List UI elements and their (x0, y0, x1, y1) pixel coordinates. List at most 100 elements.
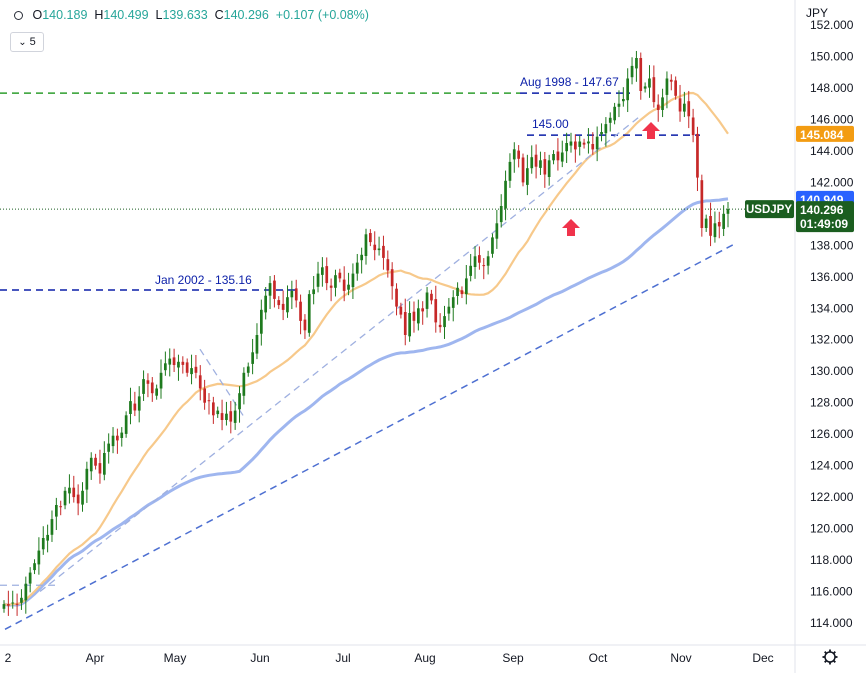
candle-body (2, 604, 6, 609)
candle-body (360, 254, 363, 261)
candle-body (281, 303, 285, 310)
candle-body (691, 117, 695, 136)
candle-body (587, 141, 590, 144)
candle-body (469, 265, 472, 276)
candle-body (643, 86, 647, 89)
candle-body (669, 79, 673, 82)
candle-body (460, 290, 464, 295)
time-tick-label: Aug (414, 651, 435, 665)
candle-body (547, 160, 551, 177)
candle-body (539, 160, 542, 168)
last-price-tag-text: 140.296 (800, 203, 844, 217)
aug1998-label: Aug 1998 - 147.67 (520, 75, 619, 89)
symbol-tag-text: USDJPY (746, 204, 792, 216)
candles (2, 50, 730, 616)
time-tick-label: May (164, 651, 187, 665)
candle-body (630, 65, 634, 78)
settings-gear-icon[interactable] (822, 649, 838, 665)
candle-body (403, 312, 407, 335)
up-arrow-icon (562, 219, 580, 236)
candle-body (146, 380, 150, 384)
candle-body (225, 413, 228, 420)
time-axis[interactable]: 2 Apr May Jun Jul Aug Sep Oct Nov Dec (5, 651, 774, 665)
candle-body (665, 78, 669, 95)
price-tick-label: 114.000 (810, 616, 853, 630)
candle-body (89, 457, 93, 472)
candle-body (355, 262, 359, 274)
candle-body (600, 132, 603, 135)
candle-body (107, 443, 110, 452)
candle-body (46, 534, 49, 541)
candle-body (438, 324, 442, 328)
candle-body (120, 432, 124, 438)
candle-body (41, 538, 45, 550)
candle-body (700, 180, 704, 228)
candle-body (133, 403, 137, 411)
candle-body (294, 288, 298, 301)
candle-body (251, 352, 254, 364)
candle-body (626, 78, 629, 101)
candle-body (486, 256, 490, 266)
candle-body (687, 101, 691, 117)
candle-body (639, 58, 643, 91)
candle-body (177, 361, 180, 368)
price-axis[interactable]: 114.000 116.000 118.000 120.000 122.000 124.0… (810, 18, 854, 630)
candle-body (552, 154, 555, 161)
price-tick-label: 136.000 (810, 270, 854, 284)
candle-body (342, 279, 346, 291)
time-tick-label: Nov (670, 651, 691, 665)
candle-body (233, 410, 237, 423)
candle-body (543, 159, 547, 175)
series-visibility-icon[interactable] (14, 11, 23, 20)
candle-body (534, 154, 538, 167)
ohlc-legend: O140.189 H140.499 L139.633 C140.296 +0.1… (14, 8, 369, 22)
candle-body (499, 206, 503, 223)
price-tick-label: 152.000 (810, 18, 854, 32)
candle-body (399, 306, 403, 315)
candle-body (316, 273, 320, 287)
candle-body (216, 410, 220, 415)
candle-body (155, 388, 158, 396)
interval-button[interactable]: ⌄ 5 (10, 32, 44, 52)
candle-body (299, 301, 302, 321)
candle-body (347, 284, 350, 290)
candle-body (37, 550, 41, 565)
candle-body (617, 103, 621, 107)
candle-body (451, 297, 455, 308)
candle-body (307, 294, 311, 333)
candle-body (185, 362, 189, 373)
candle-body (595, 136, 599, 150)
price-tick-label: 150.000 (810, 49, 854, 63)
candle-body (50, 519, 54, 535)
annotations: Aug 1998 - 147.67 145.00 Jan 2002 - 135.16 (155, 75, 660, 287)
ma-upper-tag-text: 145.084 (800, 128, 844, 142)
candle-body (329, 285, 333, 288)
support-trendline (4, 243, 736, 630)
close-value: 140.296 (223, 8, 269, 22)
candle-body (28, 572, 32, 584)
candle-body (212, 402, 215, 416)
candle-body (7, 604, 10, 606)
price-tick-label: 144.000 (810, 144, 854, 158)
candle-body (334, 275, 337, 288)
candle-body (198, 375, 202, 389)
price-tick-label: 120.000 (810, 522, 854, 536)
candle-body (674, 80, 677, 96)
last-price-tag (796, 201, 854, 233)
candle-body (465, 278, 468, 295)
currency-label[interactable]: JPY (805, 6, 828, 20)
inner-trendline-2 (199, 348, 246, 419)
candle-body (608, 117, 612, 123)
open-value: 140.189 (42, 8, 88, 22)
candle-body (569, 141, 573, 146)
candle-body (390, 269, 394, 287)
candle-body (190, 368, 193, 375)
candle-body (98, 463, 102, 474)
price-tick-label: 116.000 (810, 585, 853, 599)
candle-body (286, 297, 289, 313)
candle-body (81, 490, 84, 505)
candle-body (159, 372, 163, 389)
candle-body (312, 289, 315, 295)
candle-body (129, 401, 132, 414)
